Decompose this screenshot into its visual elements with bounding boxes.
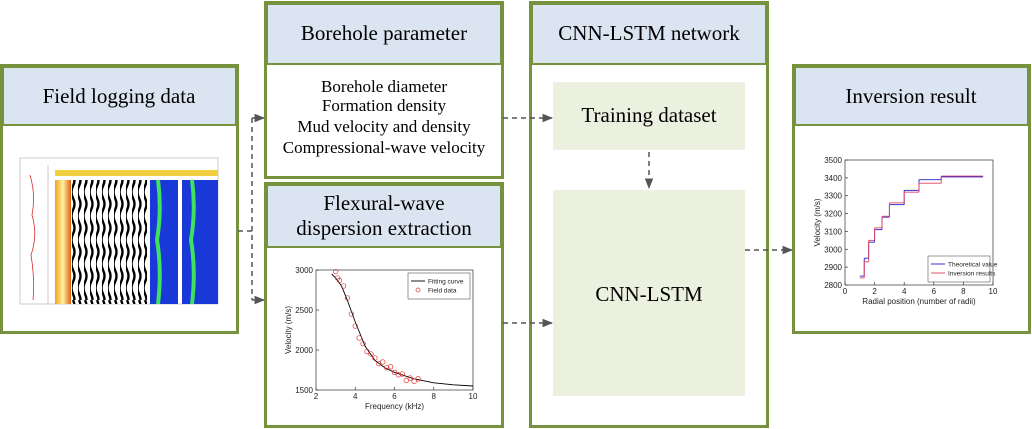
legend-label: Field data (428, 288, 457, 295)
data-point (395, 372, 402, 378)
data-point (344, 295, 351, 301)
y-tick-label: 1500 (295, 386, 313, 395)
data-point (340, 283, 347, 289)
box-title: CNN-LSTM network (558, 21, 740, 45)
box-title: Field logging data (43, 84, 196, 108)
y-tick-label: 2500 (295, 306, 313, 315)
data-point (403, 377, 409, 384)
x-tick-label: 6 (932, 287, 937, 296)
data-point (387, 364, 394, 370)
data-point (384, 364, 390, 371)
param: Compressional-wave velocity (283, 138, 486, 157)
data-point (411, 378, 417, 384)
data-point (368, 351, 374, 357)
x-tick-label: 6 (392, 392, 397, 401)
x-axis-label: Frequency (kHz) (365, 402, 424, 411)
y-axis-label: Velocity (m/s) (813, 198, 822, 246)
field-logging-box: Field logging data (0, 64, 239, 334)
x-tick-label: 2 (872, 287, 877, 296)
x-tick-label: 8 (432, 392, 437, 401)
box-title: dispersion extraction (296, 216, 472, 240)
box-title: Inversion result (845, 84, 976, 108)
data-point (356, 335, 362, 341)
chart: 0 2 4 6 8 10 2800 2900 3000 3100 3200 3300 3400 3500 R… (813, 156, 998, 306)
x-tick-label: 10 (469, 392, 478, 401)
legend-box (927, 255, 991, 283)
data-point (360, 340, 366, 347)
data-point (336, 277, 343, 284)
data-point (391, 369, 398, 376)
legend-box (407, 272, 471, 300)
logging-image (19, 157, 219, 305)
x-tick-label: 8 (961, 287, 966, 296)
data-point (407, 375, 413, 381)
cnn-lstm-box: CNN-LSTM network Training dataset CNN-LS… (529, 1, 769, 428)
x-tick-label: 10 (989, 287, 998, 296)
training-dataset: Training dataset (581, 103, 716, 127)
x-axis-label: Radial position (number of radii) (862, 297, 976, 306)
box-title: Flexural-wave (323, 191, 444, 215)
y-tick-label: 3300 (824, 192, 842, 201)
y-tick-label: 3100 (824, 227, 842, 236)
y-tick-label: 2000 (295, 346, 313, 355)
legend-label: Theoretical value (948, 262, 998, 269)
y-tick-label: 3000 (824, 245, 842, 254)
data-point (415, 376, 421, 382)
legend-label: Fitting curve (428, 279, 464, 286)
y-tick-label: 3500 (824, 156, 842, 165)
arrows (238, 113, 794, 328)
box-title: Borehole parameter (301, 21, 467, 45)
data-point (332, 268, 339, 275)
x-tick-label: 4 (902, 287, 907, 296)
legend-label: Inversion results (948, 271, 996, 278)
y-axis-label: Velocity (m/s) (284, 306, 293, 354)
y-tick-label: 3000 (295, 266, 313, 275)
param: Borehole diameter (321, 77, 447, 96)
x-tick-label: 2 (314, 392, 319, 401)
data-point (372, 355, 378, 361)
param: Formation density (322, 96, 447, 115)
data-point (348, 311, 354, 317)
data-point (352, 323, 358, 329)
borehole-box: Borehole parameter Borehole diameter For… (264, 1, 504, 179)
data-point (380, 359, 386, 365)
y-tick-label: 2800 (824, 281, 842, 290)
param: Mud velocity and density (297, 117, 471, 136)
y-tick-label: 2900 (824, 263, 842, 272)
data-point (364, 348, 370, 355)
data-point (399, 371, 406, 377)
cnn-lstm-model: CNN-LSTM (595, 282, 703, 306)
chart: 2 4 6 8 10 1500 2000 2500 3000 Frequency (kHz) Vel… (284, 266, 478, 411)
y-tick-label: 3200 (824, 210, 842, 219)
x-tick-label: 4 (353, 392, 358, 401)
x-tick-label: 0 (843, 287, 848, 296)
y-tick-label: 3400 (824, 174, 842, 183)
legend-swatch (415, 287, 421, 293)
